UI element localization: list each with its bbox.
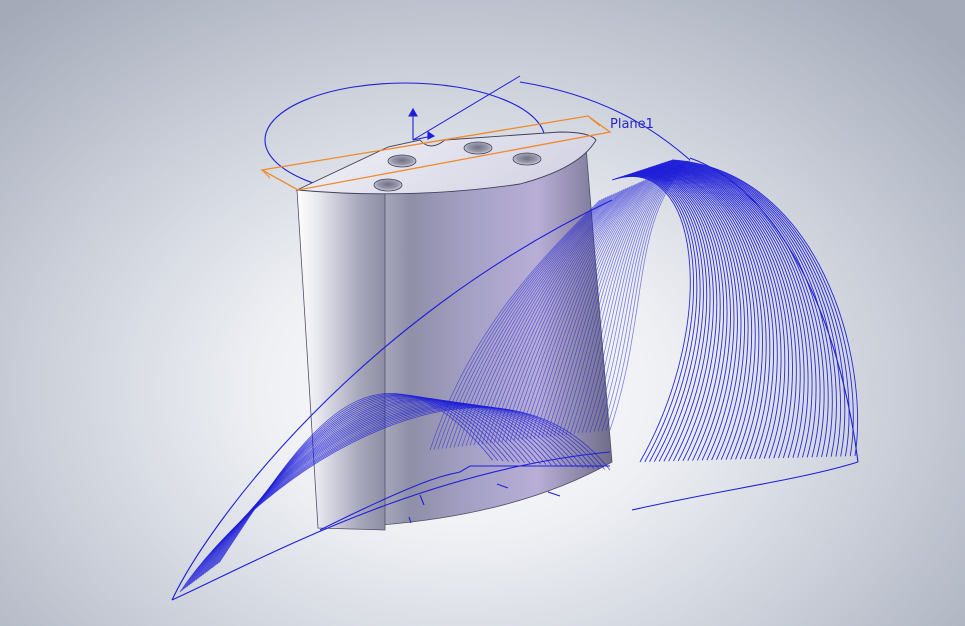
sweep-curve: [617, 175, 704, 462]
sweep-profile-curves-front[interactable]: [171, 159, 691, 601]
plane-1[interactable]: Plane1: [260, 115, 654, 191]
sweep-curve: [659, 163, 821, 458]
sweep-curve: [642, 169, 771, 460]
sweep-curve: [521, 179, 647, 440]
sweep-curve: [217, 393, 499, 565]
sweep-curve: [611, 176, 691, 463]
sweep-curve: [485, 187, 629, 444]
sweep-curve: [651, 166, 797, 459]
sweep-curve: [561, 170, 667, 436]
origin-axis-icon: [408, 75, 521, 141]
sweep-curve: [581, 165, 677, 434]
sweep-curve: [601, 161, 687, 432]
hole-4[interactable]: [373, 178, 403, 192]
sweep-curve: [577, 166, 675, 434]
sweep-curve: [657, 164, 813, 458]
sweep-curve: [645, 168, 778, 459]
sweep-curve: [655, 164, 809, 458]
sweep-curve: [609, 159, 691, 431]
sweep-curve: [457, 193, 615, 448]
sweep-curve: [647, 167, 786, 459]
sweep-curve: [461, 192, 617, 447]
sweep-curve: [557, 171, 665, 436]
sweep-curve: [549, 173, 661, 437]
sweep-curve: [646, 167, 782, 459]
sweep-curve: [593, 163, 683, 432]
sweep-curve: [614, 175, 698, 462]
sweep-curve: [541, 174, 657, 438]
sweep-curve: [641, 169, 767, 460]
sweep-curve: [666, 161, 841, 457]
hole-2[interactable]: [463, 141, 493, 155]
sweep-curve: [469, 190, 621, 446]
sweep-curve: [211, 395, 515, 569]
base-sketch-lines[interactable]: [319, 465, 610, 531]
sweep-curve: [637, 170, 756, 460]
sweep-curve: [529, 177, 651, 440]
hole-1[interactable]: [387, 154, 417, 168]
sweep-curve: [605, 160, 689, 431]
sweep-curve: [569, 168, 671, 435]
sweep-curve: [218, 393, 493, 563]
plane-label[interactable]: Plane1: [610, 117, 654, 132]
sweep-curve: [513, 181, 643, 441]
solid-body[interactable]: [295, 131, 613, 531]
sweep-curve: [623, 173, 721, 462]
sweep-curve: [631, 461, 859, 511]
sweep-curve: [639, 169, 763, 460]
sweep-profile-curves-back[interactable]: [611, 157, 859, 511]
sweep-curve: [501, 183, 637, 443]
sweep-curve: [597, 162, 685, 432]
sweep-curve: [493, 185, 633, 444]
sweep-curve: [689, 157, 859, 463]
sweep-curve: [671, 159, 858, 457]
sweep-curve: [533, 176, 653, 439]
sweep-curve: [654, 165, 805, 458]
sweep-curve: [630, 172, 738, 461]
guide-arc[interactable]: [519, 81, 691, 161]
sweep-curve: [453, 194, 613, 448]
sweep-curve: [635, 170, 753, 460]
sweep-curve: [643, 168, 774, 459]
sweep-curve: [638, 170, 760, 460]
sweep-curve: [525, 178, 649, 440]
sweep-curve: [481, 188, 627, 445]
sweep-curve: [585, 165, 679, 433]
sweep-curve: [663, 162, 833, 457]
sweep-curve: [489, 186, 631, 444]
sweep-curve: [665, 161, 837, 457]
sweep-curve: [209, 396, 520, 570]
sweep-curve: [573, 167, 673, 435]
sweep-curve: [215, 394, 504, 566]
sweep-curve: [465, 191, 619, 447]
sweep-curve: [669, 160, 850, 457]
sweep-curve: [653, 165, 801, 459]
sweep-curve: [473, 189, 623, 446]
sweep-curve: [171, 199, 613, 601]
sweep-curve: [477, 189, 625, 445]
sweep-curve: [658, 163, 817, 458]
sweep-curve: [537, 175, 655, 439]
sweep-curve: [670, 159, 854, 457]
sweep-curve: [589, 164, 681, 433]
sweep-curve: [505, 182, 639, 442]
sweep-curve: [497, 184, 635, 443]
sweep-curve: [565, 169, 669, 436]
sweep-curve: [649, 167, 790, 459]
sweep-curve: [517, 180, 645, 441]
sweep-curve: [553, 172, 663, 437]
sweep-curve: [171, 451, 611, 601]
sweep-curve: [213, 394, 509, 567]
sweep-curve: [613, 176, 694, 463]
sweep-curve: [545, 173, 659, 438]
hole-3[interactable]: [512, 152, 542, 166]
sweep-curve: [661, 163, 825, 458]
sweep-curve: [509, 181, 641, 442]
sweep-curve: [650, 166, 793, 459]
